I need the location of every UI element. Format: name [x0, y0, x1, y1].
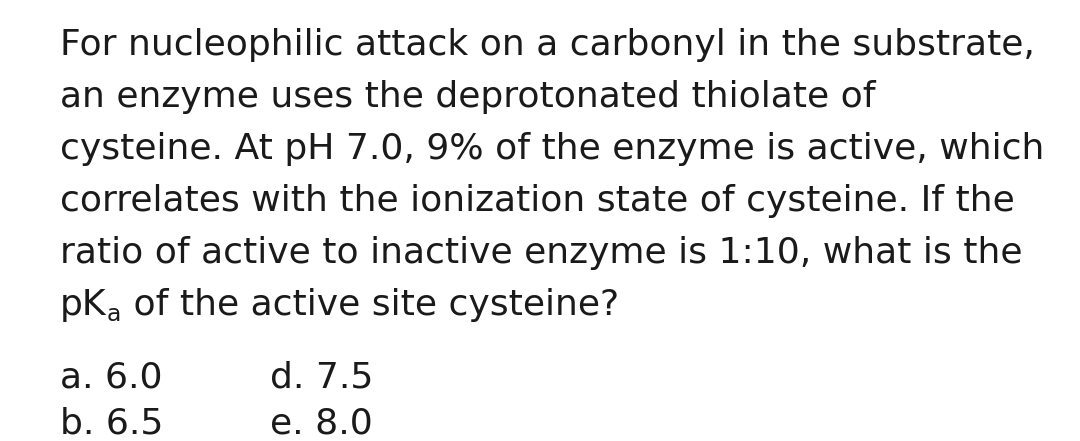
- Text: an enzyme uses the deprotonated thiolate of: an enzyme uses the deprotonated thiolate…: [60, 80, 876, 114]
- Text: cysteine. At pH 7.0, 9% of the enzyme is active, which: cysteine. At pH 7.0, 9% of the enzyme is…: [60, 132, 1044, 166]
- Text: e. 8.0: e. 8.0: [270, 407, 373, 441]
- Text: For nucleophilic attack on a carbonyl in the substrate,: For nucleophilic attack on a carbonyl in…: [60, 28, 1035, 62]
- Text: b. 6.5: b. 6.5: [60, 407, 163, 441]
- Text: of the active site cysteine?: of the active site cysteine?: [122, 288, 619, 322]
- Text: d. 7.5: d. 7.5: [270, 360, 374, 394]
- Text: a: a: [107, 303, 121, 325]
- Text: ratio of active to inactive enzyme is 1:10, what is the: ratio of active to inactive enzyme is 1:…: [60, 236, 1023, 270]
- Text: pK: pK: [60, 288, 107, 322]
- Text: correlates with the ionization state of cysteine. If the: correlates with the ionization state of …: [60, 184, 1015, 218]
- Text: a. 6.0: a. 6.0: [60, 360, 162, 394]
